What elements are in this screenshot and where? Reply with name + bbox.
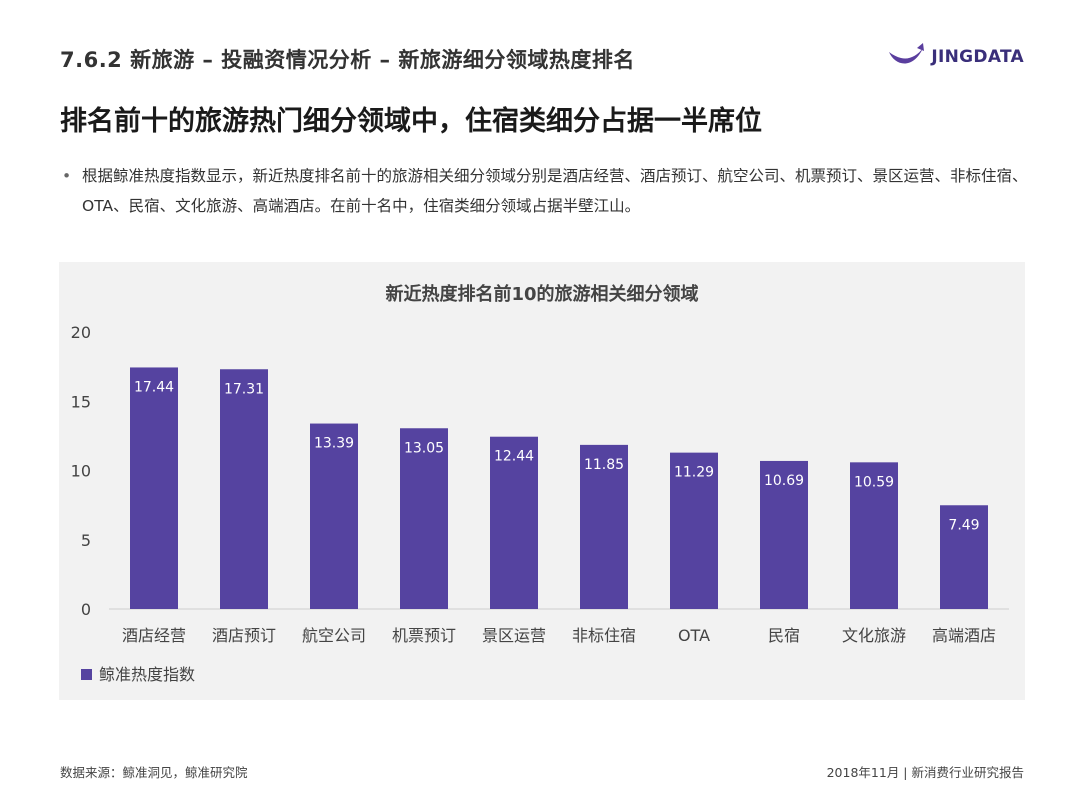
x-category-label: 民宿	[768, 626, 800, 645]
x-category-label: 酒店经营	[122, 626, 186, 645]
y-tick-label: 15	[71, 392, 91, 411]
bar-value-label: 17.44	[134, 379, 174, 395]
bar-value-label: 10.69	[764, 473, 804, 489]
bar	[130, 367, 178, 609]
section-title: 7.6.2 新旅游 – 投融资情况分析 – 新旅游细分领域热度排名	[60, 48, 635, 72]
headline: 排名前十的旅游热门细分领域中，住宿类细分占据一半席位	[60, 106, 762, 137]
bullet-marker: •	[62, 167, 72, 185]
x-category-label: OTA	[678, 626, 710, 645]
chart-container: 新近热度排名前10的旅游相关细分领域 0 5 10 15 20 17.44 酒店经营 17.31…	[59, 262, 1025, 700]
bar-chart: 新近热度排名前10的旅游相关细分领域 0 5 10 15 20 17.44 酒店经营 17.31…	[71, 283, 1009, 684]
x-category-label: 酒店预订	[212, 626, 276, 645]
bar-value-label: 11.85	[584, 457, 624, 473]
chart-title: 新近热度排名前10的旅游相关细分领域	[385, 283, 698, 305]
report-info: 2018年11月 | 新消费行业研究报告	[826, 765, 1024, 780]
y-tick-label: 10	[71, 462, 91, 481]
bar	[760, 460, 808, 609]
x-category-label: 航空公司	[302, 626, 366, 645]
x-category-label: 高端酒店	[932, 626, 996, 645]
bar	[670, 452, 718, 609]
bar-value-label: 7.49	[948, 517, 979, 533]
y-tick-label: 5	[81, 531, 91, 550]
bar-value-label: 17.31	[224, 381, 264, 397]
bullet-paragraph: • 根据鲸准热度指数显示，新近热度排名前十的旅游相关细分领域分别是酒店经营、酒店…	[62, 161, 1030, 221]
legend-label: 鲸准热度指数	[99, 665, 195, 684]
y-tick-label: 20	[71, 323, 91, 342]
bullet-text: 根据鲸准热度指数显示，新近热度排名前十的旅游相关细分领域分别是酒店经营、酒店预订…	[82, 167, 1028, 215]
bar-value-label: 12.44	[494, 449, 534, 465]
bar	[400, 428, 448, 609]
x-category-label: 文化旅游	[842, 626, 906, 645]
bar	[310, 423, 358, 609]
bar-value-label: 10.59	[854, 474, 894, 490]
x-category-label: 机票预订	[392, 626, 456, 645]
whale-logo-icon	[889, 43, 925, 64]
bar	[220, 369, 268, 609]
x-category-label: 景区运营	[482, 626, 546, 645]
bar	[850, 462, 898, 609]
y-tick-label: 0	[81, 600, 91, 619]
logo-text: JINGDATA	[931, 47, 1024, 67]
bar-value-label: 13.39	[314, 436, 354, 452]
data-source: 数据来源：鲸准洞见，鲸准研究院	[60, 765, 248, 780]
bar-value-label: 13.05	[404, 440, 444, 456]
bar	[940, 505, 988, 609]
legend-swatch	[81, 669, 92, 680]
jingdata-logo: JINGDATA	[887, 42, 1024, 72]
bar	[580, 444, 628, 609]
x-category-label: 非标住宿	[572, 626, 636, 645]
bar-value-label: 11.29	[674, 465, 714, 481]
bar	[490, 436, 538, 609]
